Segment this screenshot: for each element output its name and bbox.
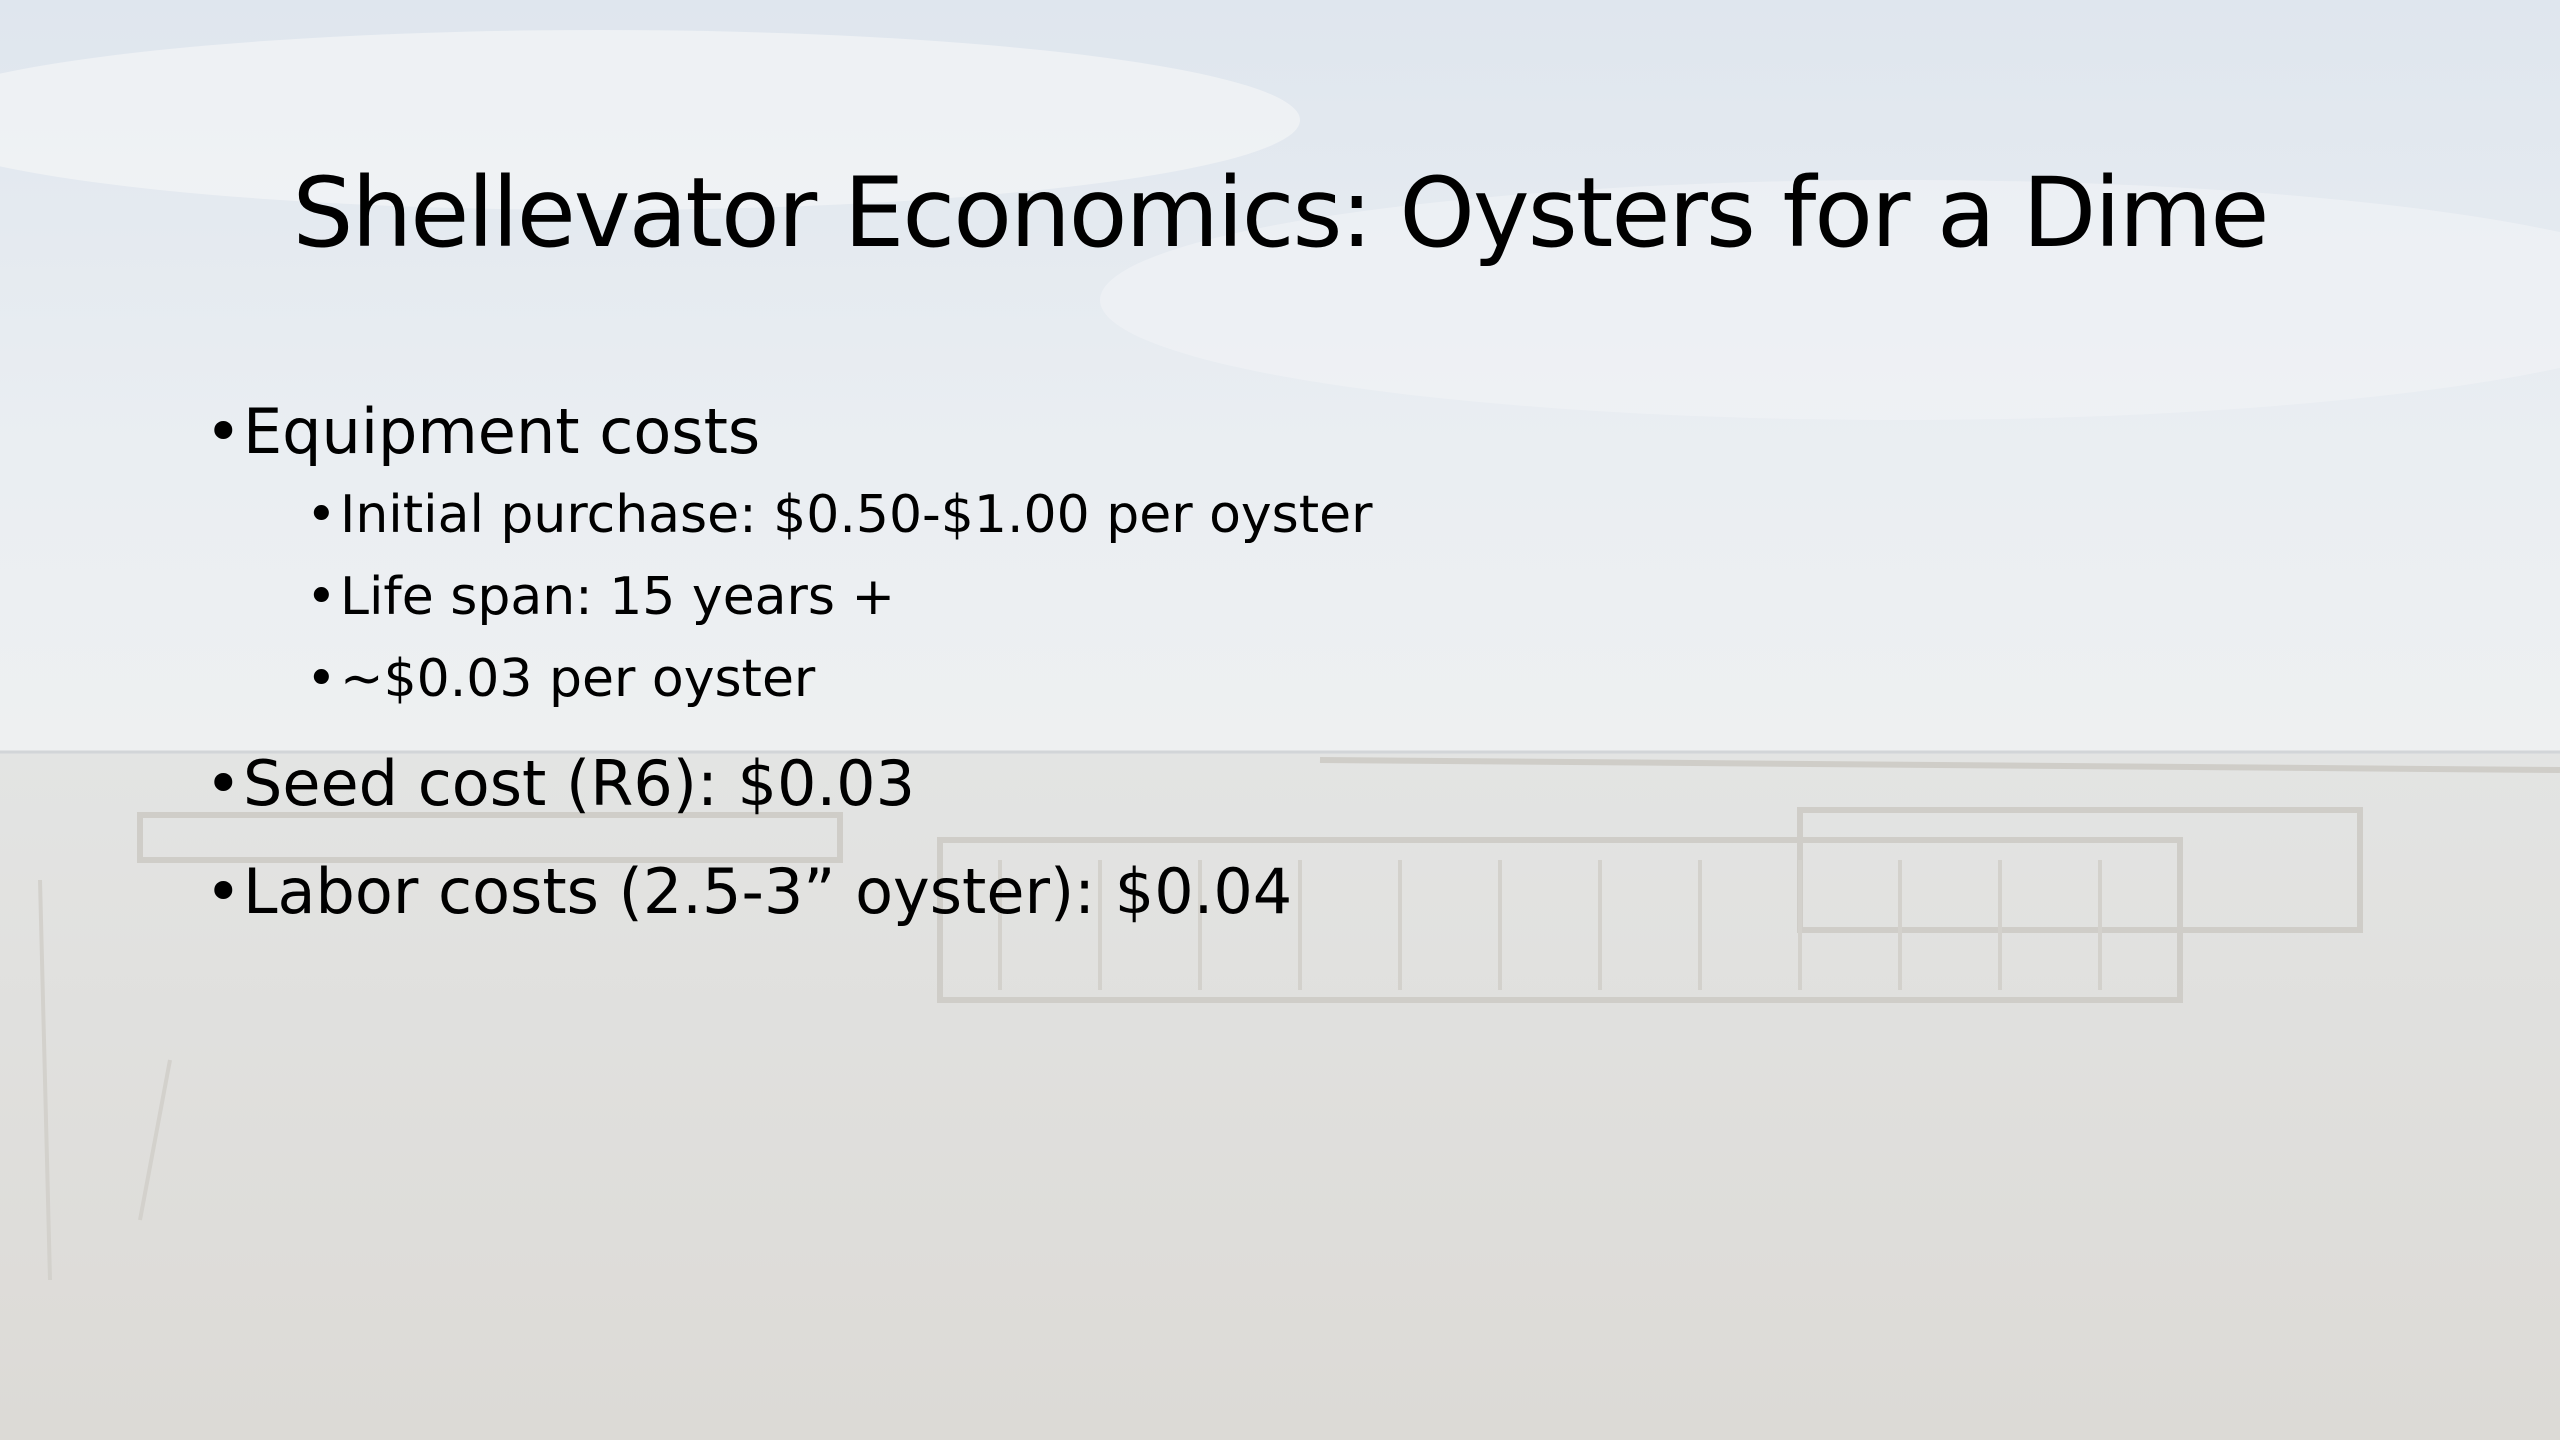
bullet-marker: • — [205, 744, 242, 824]
slide: Shellevator Economics: Oysters for a Dim… — [0, 0, 2560, 1440]
bullet-marker: • — [205, 852, 242, 932]
sub-bullet-text: ~$0.03 per oyster — [340, 644, 815, 714]
bullet-marker: • — [306, 562, 337, 632]
bullet-marker: • — [306, 644, 337, 714]
sub-bullet-text: Life span: 15 years + — [340, 562, 895, 632]
slide-title: Shellevator Economics: Oysters for a Dim… — [0, 148, 2560, 278]
slide-page: {"header": {"title": "Shellevator Econom… — [0, 0, 2560, 1440]
bullet-marker: • — [306, 480, 337, 550]
bullet-text: Equipment costs — [243, 392, 760, 472]
bullet-text: Seed cost (R6): $0.03 — [243, 744, 915, 824]
bullet-marker: • — [205, 392, 242, 472]
sub-bullet-text: Initial purchase: $0.50-$1.00 per oyster — [340, 480, 1373, 550]
bullet-text: Labor costs (2.5-3” oyster): $0.04 — [243, 852, 1292, 932]
